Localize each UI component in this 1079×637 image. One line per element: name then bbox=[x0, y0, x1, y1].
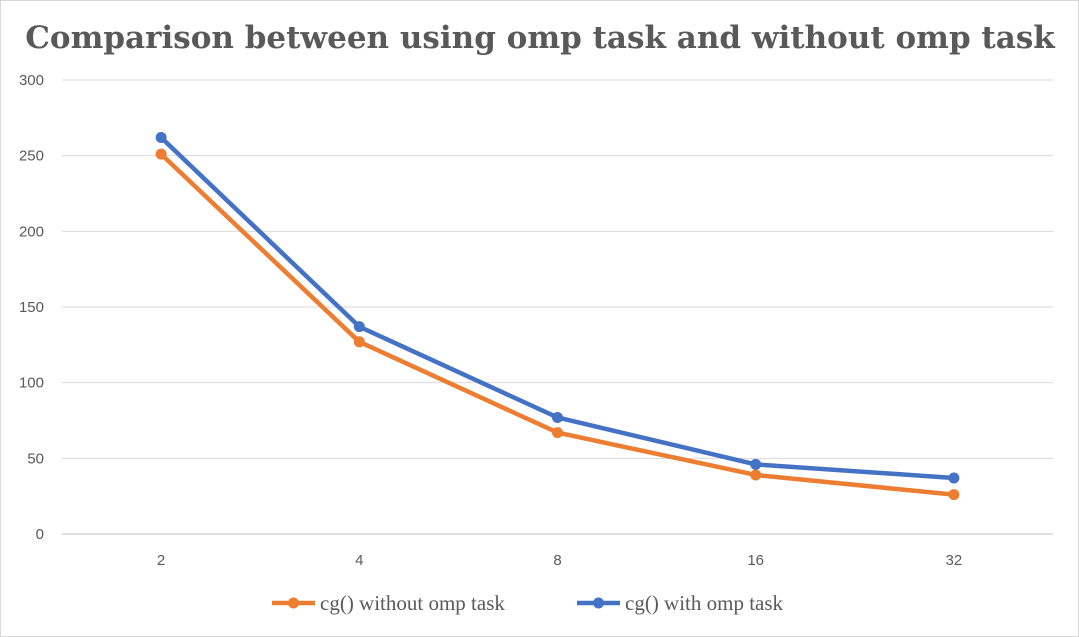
legend-entry: cg() with omp task bbox=[577, 591, 784, 615]
series-2 bbox=[155, 132, 960, 484]
legend-label: cg() without omp task bbox=[320, 591, 505, 615]
data-point bbox=[750, 458, 762, 470]
data-point bbox=[948, 489, 960, 501]
y-tick-label: 200 bbox=[19, 223, 44, 240]
data-point bbox=[948, 472, 960, 484]
series-line bbox=[158, 151, 957, 497]
x-tick-label: 8 bbox=[553, 552, 561, 569]
legend-marker bbox=[593, 597, 604, 609]
data-point bbox=[552, 427, 563, 439]
data-point bbox=[552, 411, 563, 423]
y-tick-label: 50 bbox=[27, 450, 44, 467]
series-line bbox=[158, 135, 957, 481]
legend-entry: cg() without omp task bbox=[272, 591, 505, 615]
y-tick-label: 0 bbox=[36, 526, 44, 543]
legend: cg() without omp task cg() with omp task bbox=[272, 591, 784, 615]
x-tick-label: 4 bbox=[355, 552, 363, 569]
legend-label: cg() with omp task bbox=[625, 591, 784, 615]
legend-marker bbox=[288, 597, 299, 609]
data-point bbox=[750, 469, 762, 481]
x-axis-tick-labels: 2 4 8 16 32 bbox=[157, 552, 962, 569]
y-tick-label: 250 bbox=[19, 148, 44, 165]
x-tick-label: 16 bbox=[747, 552, 764, 569]
series-lines bbox=[155, 132, 960, 501]
y-axis-tick-labels: 0 50 100 150 200 250 300 bbox=[19, 72, 44, 543]
gridlines bbox=[62, 79, 1053, 535]
y-tick-label: 100 bbox=[19, 375, 44, 392]
y-tick-label: 300 bbox=[19, 72, 44, 89]
data-point bbox=[155, 132, 167, 144]
series-1 bbox=[155, 148, 960, 501]
x-tick-label: 32 bbox=[946, 552, 963, 569]
data-point bbox=[353, 321, 365, 333]
y-tick-label: 150 bbox=[19, 299, 44, 316]
x-tick-label: 2 bbox=[157, 552, 165, 569]
chart-title: Comparison between using omp task and wi… bbox=[25, 20, 1056, 56]
data-point bbox=[155, 148, 167, 160]
data-point bbox=[353, 336, 365, 348]
